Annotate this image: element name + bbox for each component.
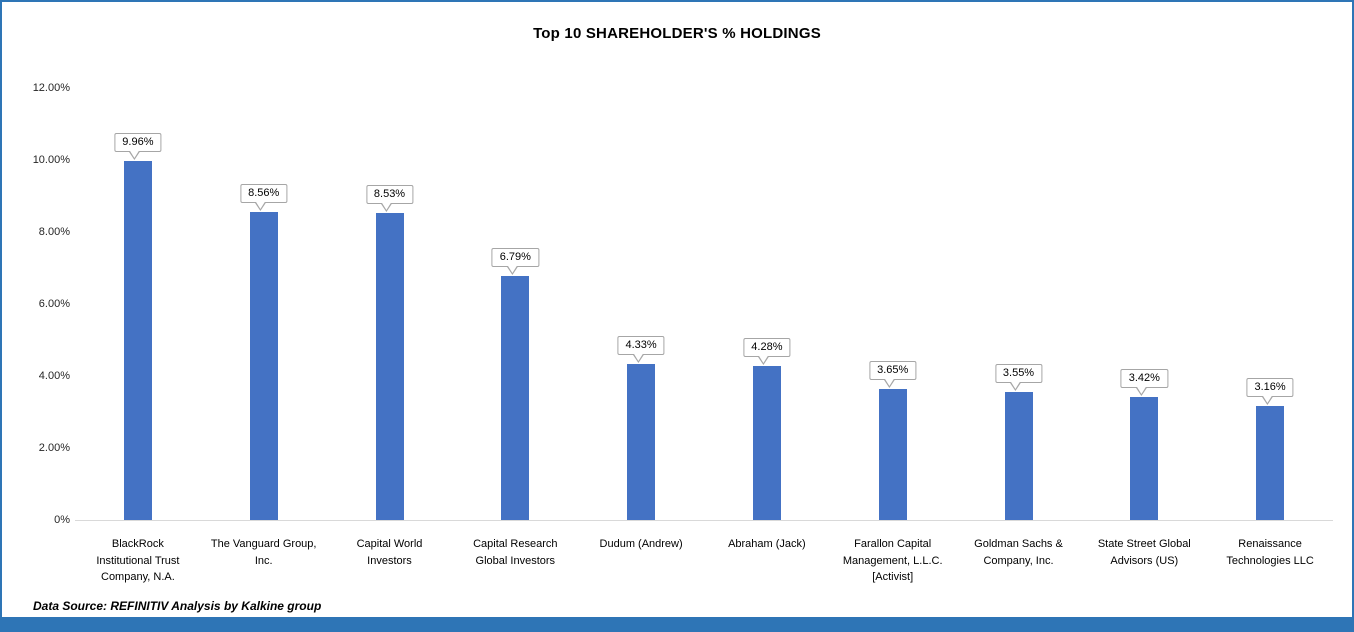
- data-label-callout: 9.96%: [114, 133, 162, 161]
- category-label: Capital World Investors: [356, 538, 423, 567]
- bars-layer: 9.96% 8.56% 8.53% 6.79% 4.33% 4.28% 3.65% 3.55%…: [75, 88, 1333, 520]
- bar: [1004, 392, 1033, 520]
- data-label-callout: 6.79%: [491, 247, 539, 275]
- category-label: Renaissance Technologies LLC: [1226, 538, 1314, 567]
- data-label-callout: 4.28%: [743, 337, 791, 365]
- data-label-callout: 3.16%: [1246, 378, 1294, 406]
- x-axis-labels: BlackRock Institutional Trust Company, N…: [75, 536, 1333, 596]
- y-axis-labels: 12.00% 10.00% 8.00% 6.00% 4.00% 2.00% 0%: [2, 82, 70, 526]
- data-label-callout: 4.33%: [617, 336, 665, 364]
- data-label-callout: 3.42%: [1120, 368, 1168, 396]
- source-note: Data Source: REFINITIV Analysis by Kalki…: [33, 599, 322, 613]
- plot-area: 9.96% 8.56% 8.53% 6.79% 4.33% 4.28% 3.65% 3.55%…: [75, 88, 1333, 521]
- data-label-callout: 3.55%: [994, 364, 1043, 392]
- bar: [752, 365, 781, 520]
- y-tick-label: 12.00%: [32, 82, 70, 94]
- y-tick-label: 4.00%: [38, 370, 70, 382]
- category-label: Capital Research Global Investors: [473, 538, 558, 567]
- category-label: The Vanguard Group, Inc.: [210, 538, 317, 567]
- bar: [249, 211, 278, 520]
- y-tick-label: 6.00%: [38, 298, 70, 310]
- category-label: Abraham (Jack): [728, 538, 806, 550]
- bar: [501, 275, 530, 520]
- data-label-callout: 8.56%: [240, 183, 288, 211]
- bar: [1256, 406, 1285, 520]
- data-label-callout: 8.53%: [365, 184, 414, 212]
- category-label: BlackRock Institutional Trust Company, N…: [96, 538, 180, 583]
- data-label-callout: 3.65%: [869, 360, 917, 388]
- y-tick-label: 0%: [54, 514, 70, 526]
- bar: [1130, 396, 1159, 520]
- bar: [375, 212, 404, 520]
- bar: [627, 364, 656, 520]
- y-tick-label: 10.00%: [32, 154, 70, 166]
- category-label: Dudum (Andrew): [599, 538, 683, 550]
- category-label: Goldman Sachs & Company, Inc.: [974, 538, 1063, 567]
- y-tick-label: 2.00%: [38, 442, 70, 454]
- x-axis-line: [75, 520, 1333, 521]
- category-label: Farallon Capital Management, L.L.C. [Act…: [842, 538, 943, 583]
- y-tick-label: 8.00%: [38, 226, 70, 238]
- category-label: State Street Global Advisors (US): [1097, 538, 1191, 567]
- chart-title: Top 10 SHAREHOLDER'S % HOLDINGS: [533, 25, 821, 42]
- bottom-band: [2, 617, 1352, 630]
- bar: [123, 161, 152, 520]
- bar: [878, 388, 907, 520]
